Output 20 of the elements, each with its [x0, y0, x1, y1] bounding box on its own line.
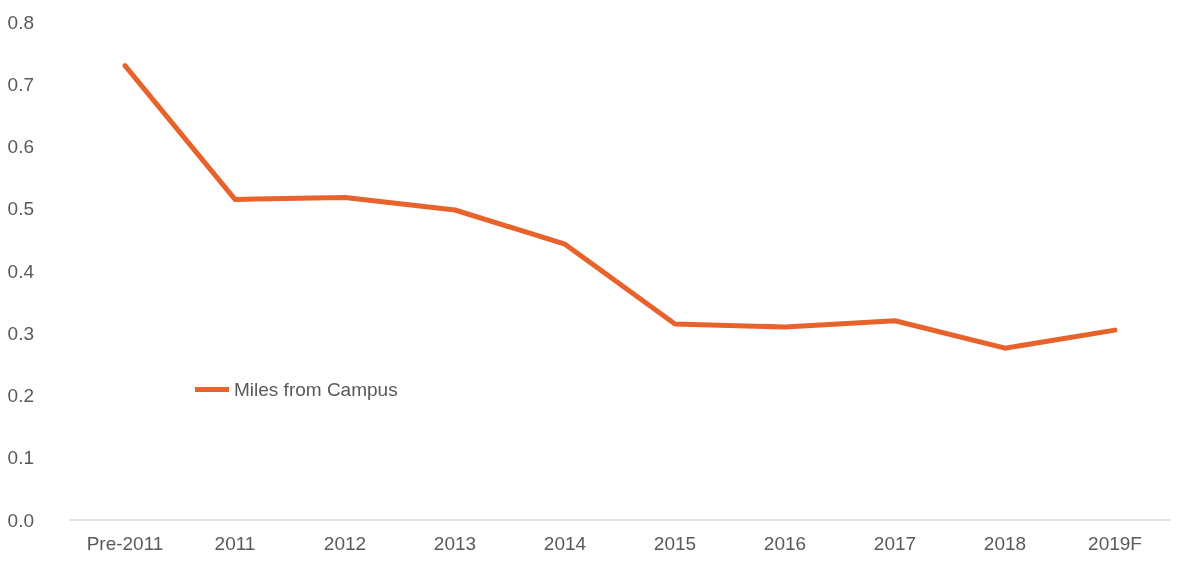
x-tick-label: 2011 [214, 533, 256, 554]
x-tick-label: 2016 [763, 533, 807, 554]
x-tick-label: 2013 [433, 533, 477, 554]
x-tick-label: 2019F [1088, 533, 1142, 554]
x-tick-label: 2017 [873, 533, 917, 554]
y-tick-label: 0.7 [7, 73, 34, 95]
x-tick-label: Pre-2011 [86, 533, 164, 554]
x-tick-label: 2014 [543, 533, 587, 554]
y-tick-label: 0.0 [7, 509, 34, 531]
x-tick-label: 2012 [323, 533, 367, 554]
y-tick-label: 0.5 [7, 198, 34, 220]
y-tick-label: 0.3 [7, 322, 34, 344]
x-tick-label: 2015 [653, 533, 697, 554]
legend-label: Miles from Campus [234, 379, 398, 400]
y-tick-label: 0.1 [7, 447, 34, 469]
x-tick-label: 2018 [983, 533, 1027, 554]
y-tick-label: 0.6 [7, 136, 34, 157]
y-tick-label: 0.8 [7, 11, 34, 33]
y-tick-label: 0.2 [7, 385, 34, 406]
y-tick-label: 0.4 [7, 260, 35, 282]
